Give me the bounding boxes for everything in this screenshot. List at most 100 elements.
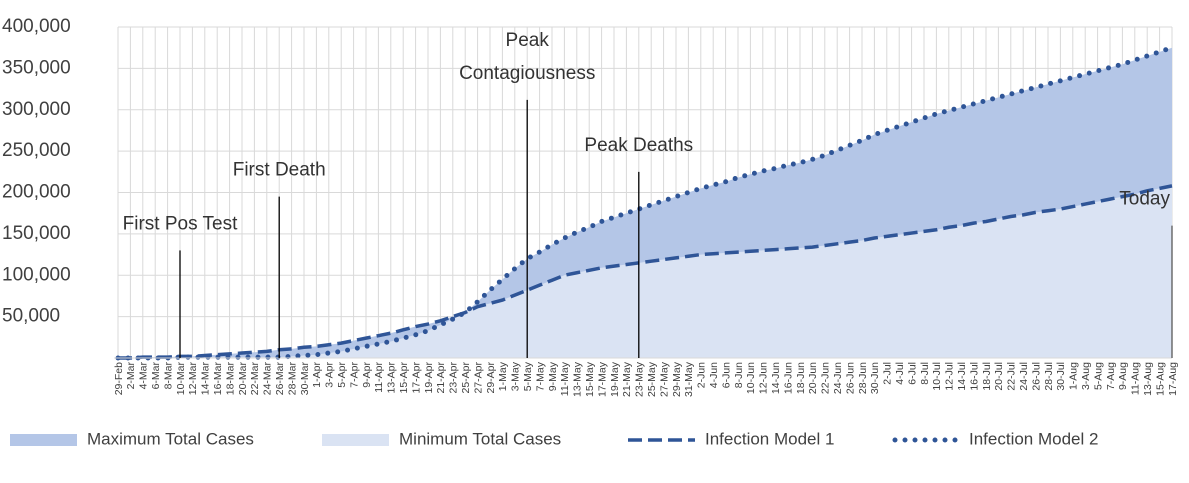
x-tick-label: 8-Jul xyxy=(919,362,931,385)
x-tick-label: 12-Jun xyxy=(758,362,770,394)
x-tick-label: 28-Jul xyxy=(1043,362,1055,391)
x-tick-label: 4-Jul xyxy=(894,362,906,385)
y-tick-label: 400,000 xyxy=(2,16,71,37)
legend-label: Maximum Total Cases xyxy=(87,429,254,448)
x-tick-label: 12-Jul xyxy=(944,362,956,391)
x-tick-label: 18-Jul xyxy=(981,362,993,391)
area xyxy=(118,185,1172,358)
x-tick-label: 21-May xyxy=(621,361,633,397)
x-tick-label: 16-Jun xyxy=(782,362,794,394)
x-tick-label: 7-Aug xyxy=(1105,362,1117,390)
x-tick-label: 15-May xyxy=(584,361,596,397)
x-tick-label: 9-Apr xyxy=(361,362,373,388)
y-tick-label: 150,000 xyxy=(2,223,71,244)
x-tick-label: 17-Apr xyxy=(410,361,422,393)
x-tick-label: 3-Apr xyxy=(324,362,336,388)
x-tick-label: 19-May xyxy=(609,361,621,397)
x-tick-label: 15-Aug xyxy=(1154,362,1166,396)
x-tick-label: 2-Mar xyxy=(125,361,137,389)
x-tick-label: 30-Jun xyxy=(869,362,881,394)
x-tick-label: 22-Jul xyxy=(1006,362,1018,391)
x-tick-label: 29-Feb xyxy=(113,362,125,395)
x-tick-label: 4-Jun xyxy=(708,362,720,388)
x-tick-label: 14-Jun xyxy=(770,362,782,394)
x-tick-label: 20-Jun xyxy=(807,362,819,394)
x-tick-label: 6-Jun xyxy=(720,362,732,388)
x-tick-label: 12-Mar xyxy=(187,362,199,396)
x-tick-label: 7-Apr xyxy=(348,362,360,388)
annotation-label: Today xyxy=(1119,189,1170,210)
x-tick-label: 3-Aug xyxy=(1080,362,1092,390)
x-tick-label: 26-Mar xyxy=(274,362,286,396)
x-tick-label: 9-May xyxy=(547,361,559,391)
x-tick-label: 10-Jun xyxy=(745,362,757,394)
x-tick-label: 31-May xyxy=(683,361,695,397)
x-tick-label: 7-May xyxy=(534,361,546,391)
x-tick-label: 20-Jul xyxy=(993,362,1005,391)
line xyxy=(118,184,1173,360)
x-tick-label: 5-May xyxy=(522,361,534,391)
legend-swatch xyxy=(10,434,77,446)
x-tick-label: 22-Mar xyxy=(249,362,261,396)
x-tick-label: 11-Apr xyxy=(373,362,385,393)
x-tick-label: 9-Aug xyxy=(1117,362,1129,390)
x-tick-label: 10-Jul xyxy=(931,362,943,391)
y-tick-label: 300,000 xyxy=(2,99,71,120)
x-tick-label: 1-Aug xyxy=(1068,362,1080,390)
x-tick-label: 1-Apr xyxy=(311,362,323,388)
x-tick-label: 11-May xyxy=(559,361,571,396)
x-tick-label: 27-Apr xyxy=(472,361,484,393)
x-tick-label: 6-Mar xyxy=(150,361,162,389)
annotation-label: Contagiousness xyxy=(459,63,595,84)
x-tick-label: 23-May xyxy=(634,361,646,397)
x-tick-label: 4-Mar xyxy=(138,361,150,389)
y-tick-label: 100,000 xyxy=(2,264,71,285)
x-tick-label: 28-Jun xyxy=(857,362,869,394)
x-tick-label: 18-Mar xyxy=(224,362,236,396)
x-tick-label: 18-Jun xyxy=(795,362,807,394)
x-tick-label: 17-Aug xyxy=(1167,362,1179,396)
x-tick-label: 14-Jul xyxy=(956,362,968,391)
x-tick-label: 6-Jul xyxy=(906,362,918,385)
legend-swatch xyxy=(322,434,389,446)
x-tick-label: 24-Jun xyxy=(832,362,844,394)
annotation-label: Peak Deaths xyxy=(584,135,693,156)
x-tick-label: 24-Mar xyxy=(262,362,274,396)
y-tick-label: 250,000 xyxy=(2,140,71,161)
x-tick-label: 16-Jul xyxy=(968,362,980,391)
x-tick-label: 2-Jul xyxy=(882,362,894,385)
x-tick-label: 26-Jun xyxy=(844,362,856,394)
x-tick-label: 22-Jun xyxy=(820,362,832,394)
x-tick-label: 27-May xyxy=(658,361,670,397)
x-tick-label: 29-Apr xyxy=(485,361,497,393)
x-tick-label: 19-Apr xyxy=(423,361,435,393)
x-tick-label: 13-Apr xyxy=(386,361,398,393)
x-tick-label: 24-Jul xyxy=(1018,362,1030,391)
x-tick-label: 21-Apr xyxy=(435,361,447,393)
annotation-label: Peak xyxy=(506,30,550,51)
x-tick-label: 1-May xyxy=(497,361,509,391)
x-tick-label: 30-Jul xyxy=(1055,362,1067,391)
x-tick-label: 3-May xyxy=(510,361,522,391)
y-tick-label: 350,000 xyxy=(2,57,71,78)
y-tick-label: 50,000 xyxy=(2,306,60,327)
annotation-label: First Pos Test xyxy=(123,213,238,234)
x-tick-label: 10-Mar xyxy=(175,362,187,396)
x-tick-label: 5-Apr xyxy=(336,362,348,388)
x-tick-label: 29-May xyxy=(671,361,683,397)
x-tick-label: 23-Apr xyxy=(448,361,460,393)
y-tick-label: 200,000 xyxy=(2,182,71,203)
annotation-label: First Death xyxy=(233,160,326,181)
x-tick-label: 20-Mar xyxy=(237,362,249,396)
x-tick-label: 30-Mar xyxy=(299,362,311,396)
x-tick-label: 5-Aug xyxy=(1092,362,1104,390)
x-tick-label: 17-May xyxy=(596,361,608,397)
x-tick-label: 8-Jun xyxy=(733,362,745,388)
x-tick-label: 13-Aug xyxy=(1142,362,1154,396)
x-tick-label: 26-Jul xyxy=(1030,362,1042,391)
x-tick-label: 13-May xyxy=(572,361,584,397)
x-tick-label: 2-Jun xyxy=(696,362,708,388)
legend-label: Infection Model 2 xyxy=(969,429,1098,448)
x-tick-label: 16-Mar xyxy=(212,362,224,396)
